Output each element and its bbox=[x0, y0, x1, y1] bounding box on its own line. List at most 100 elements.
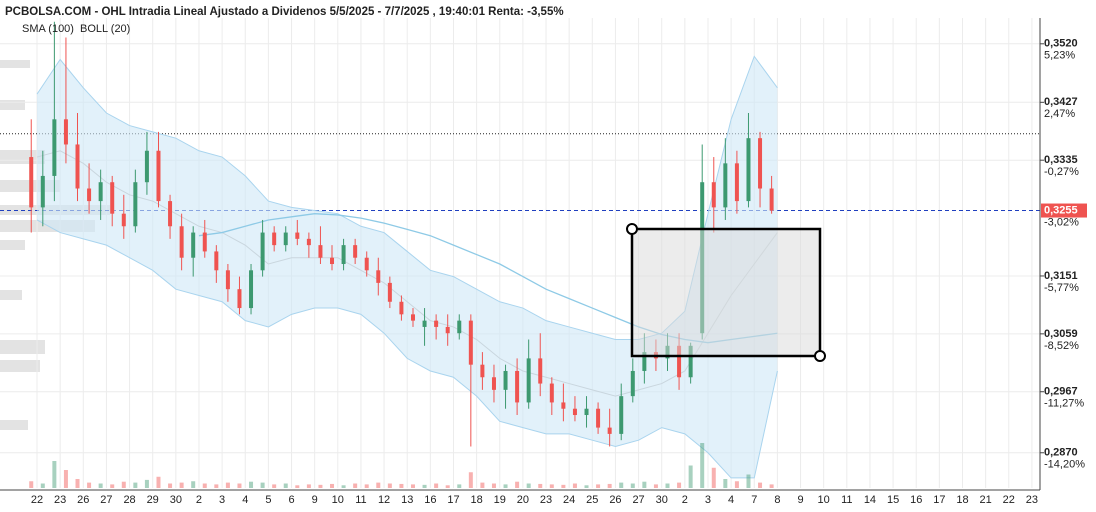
volume-bar bbox=[688, 465, 693, 488]
change-label: -3,02% bbox=[1044, 216, 1079, 228]
candle-body bbox=[769, 188, 774, 211]
volume-bar bbox=[515, 481, 520, 488]
candle-body bbox=[144, 150, 149, 183]
x-tick-label: 12 bbox=[378, 494, 390, 506]
volume-bar bbox=[596, 484, 601, 488]
candle-body bbox=[283, 232, 288, 246]
volume-bar bbox=[341, 485, 346, 488]
candle-body bbox=[434, 320, 439, 327]
handle[interactable] bbox=[626, 223, 638, 235]
x-tick-label: 15 bbox=[887, 494, 899, 506]
volume-bar bbox=[214, 484, 219, 488]
candle-body bbox=[376, 270, 381, 283]
x-tick-label: 2 bbox=[682, 494, 688, 506]
volume-bar bbox=[179, 482, 184, 488]
volume bbox=[29, 443, 774, 488]
volume-bar bbox=[202, 483, 207, 488]
candle-body bbox=[572, 408, 577, 416]
candle-body bbox=[491, 377, 496, 390]
x-tick-label: 23 bbox=[540, 494, 552, 506]
change-label: -8,52% bbox=[1044, 340, 1079, 352]
candle-body bbox=[341, 245, 346, 265]
volume-bar bbox=[40, 483, 45, 488]
candle-body bbox=[711, 182, 716, 208]
volume-bar bbox=[283, 483, 288, 488]
x-tick-label: 17 bbox=[447, 494, 459, 506]
candle-body bbox=[642, 352, 647, 371]
legend-boll[interactable]: BOLL (20) bbox=[80, 23, 130, 35]
candle-body bbox=[295, 232, 300, 239]
last-price-box bbox=[1041, 203, 1087, 218]
volume-bar bbox=[87, 482, 92, 488]
annotation-box bbox=[630, 227, 822, 358]
x-tick-label: 3 bbox=[705, 494, 711, 506]
x-tick-label: 23 bbox=[54, 494, 66, 506]
x-tick-label: 13 bbox=[401, 494, 413, 506]
volume-bar bbox=[538, 483, 543, 488]
candle-body bbox=[457, 320, 462, 334]
volume-bar bbox=[52, 461, 57, 488]
handle[interactable] bbox=[814, 350, 826, 362]
profile-bar bbox=[0, 100, 25, 110]
x-tick-label: 9 bbox=[312, 494, 318, 506]
volume-bar bbox=[295, 485, 300, 488]
legend-sma[interactable]: SMA (100) bbox=[22, 23, 74, 35]
chart-title: PCBOLSA.COM - OHL Intradia Lineal Ajusta… bbox=[5, 6, 564, 18]
drawing-rectangle bbox=[626, 223, 826, 362]
volume-bar bbox=[561, 484, 566, 488]
candle-body bbox=[249, 270, 254, 309]
volume-bar bbox=[272, 484, 277, 488]
profile-bar bbox=[0, 360, 40, 372]
volume-bar bbox=[29, 481, 34, 488]
x-tick-label: 18 bbox=[956, 494, 968, 506]
candle-body bbox=[353, 245, 358, 258]
candle-body bbox=[179, 226, 184, 258]
bollinger-lower bbox=[36, 219, 778, 479]
x-tick-label: 6 bbox=[288, 494, 294, 506]
candle-body bbox=[306, 238, 311, 246]
profile-bar bbox=[0, 290, 22, 300]
volume-bar bbox=[445, 485, 450, 488]
change-label: -11,27% bbox=[1044, 398, 1084, 410]
volume-bar bbox=[98, 483, 103, 488]
x-tick-label: 10 bbox=[818, 494, 830, 506]
candle-body bbox=[191, 232, 196, 258]
volume-bar bbox=[503, 484, 508, 488]
candle-body bbox=[503, 370, 508, 390]
bollinger-area bbox=[37, 56, 778, 478]
volume-bar bbox=[584, 485, 589, 488]
volume-bar bbox=[330, 483, 335, 488]
candle-body bbox=[272, 232, 277, 246]
volume-bar bbox=[237, 483, 242, 488]
volume-bar bbox=[653, 484, 658, 488]
y-tick-label: 0,3427 bbox=[1044, 96, 1078, 108]
candle-body bbox=[723, 163, 728, 208]
x-tick-label: 21 bbox=[980, 494, 992, 506]
volume-bar bbox=[677, 482, 682, 488]
y-tick-label: 0,3335 bbox=[1044, 154, 1078, 166]
candle-body bbox=[688, 345, 693, 378]
volume-bar bbox=[526, 483, 531, 488]
x-tick-label: 19 bbox=[494, 494, 506, 506]
candle-body bbox=[422, 320, 427, 327]
candle-body bbox=[63, 119, 68, 145]
candle-body bbox=[549, 383, 554, 403]
volume-bar bbox=[434, 483, 439, 488]
volume-bar bbox=[399, 483, 404, 488]
candle-body bbox=[619, 396, 624, 434]
candle-body bbox=[98, 182, 103, 202]
bollinger-middle bbox=[36, 150, 778, 397]
y-tick-label: 0,3151 bbox=[1044, 270, 1078, 282]
y-tick-label: 0,2870 bbox=[1044, 447, 1078, 459]
profile-bar bbox=[0, 240, 25, 250]
candle-body bbox=[52, 119, 57, 176]
volume-bar bbox=[376, 482, 381, 488]
volume-bar bbox=[249, 481, 254, 488]
x-tick-label: 11 bbox=[841, 494, 852, 506]
x-tick-label: 8 bbox=[774, 494, 780, 506]
x-tick-label: 4 bbox=[728, 494, 734, 506]
volume-bar bbox=[607, 483, 612, 488]
candle-body bbox=[330, 257, 335, 265]
candle-body bbox=[110, 182, 115, 214]
candle-body bbox=[387, 282, 392, 302]
